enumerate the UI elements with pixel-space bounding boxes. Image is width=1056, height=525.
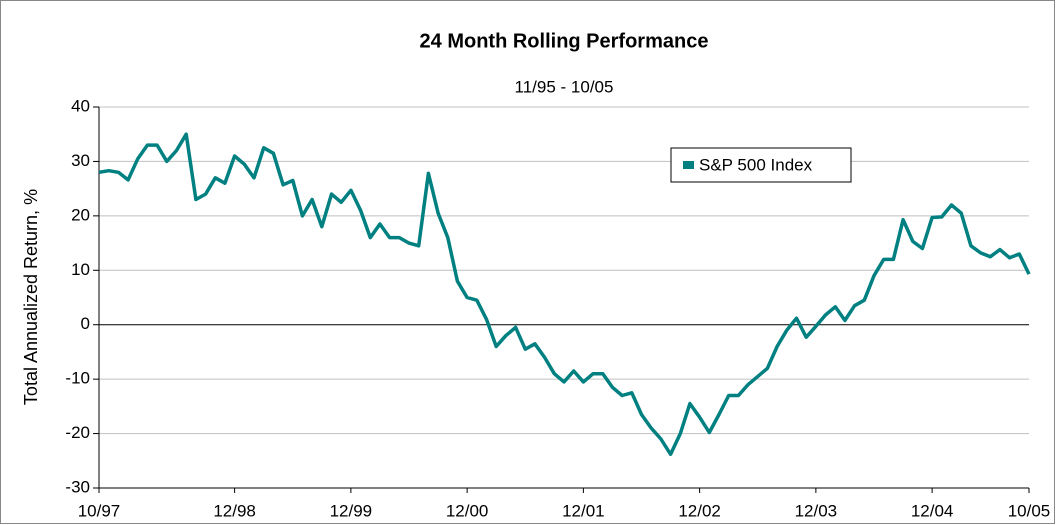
y-tick-label: -10: [65, 369, 90, 388]
chart-title: 24 Month Rolling Performance: [420, 30, 709, 52]
y-tick-label: -30: [65, 477, 90, 496]
series-line: [98, 132, 1031, 457]
y-tick-label: -20: [65, 423, 90, 442]
legend-label: S&P 500 Index: [699, 155, 813, 174]
y-axis-label: Total Annualized Return, %: [21, 189, 41, 405]
x-tick-label: 12/01: [562, 501, 605, 520]
x-tick-label: 12/98: [213, 501, 256, 520]
legend-box: [670, 147, 852, 183]
x-tick-label: 12/99: [330, 501, 373, 520]
y-tick-label: 20: [71, 205, 90, 224]
chart-subtitle: 11/95 - 10/05: [515, 77, 614, 96]
x-tick-label: 12/02: [678, 501, 721, 520]
x-tick-label: 10/97: [78, 501, 121, 520]
x-tick-label: 12/00: [446, 501, 489, 520]
x-tick-label: 12/03: [795, 501, 838, 520]
y-tick-label: 0: [81, 314, 90, 333]
x-tick-label: 12/04: [911, 501, 954, 520]
y-tick-label: 30: [71, 151, 90, 170]
legend-swatch: [683, 161, 694, 169]
x-tick-label: 10/05: [1008, 501, 1051, 520]
y-tick-label: 40: [71, 96, 90, 115]
y-tick-label: 10: [71, 260, 90, 279]
